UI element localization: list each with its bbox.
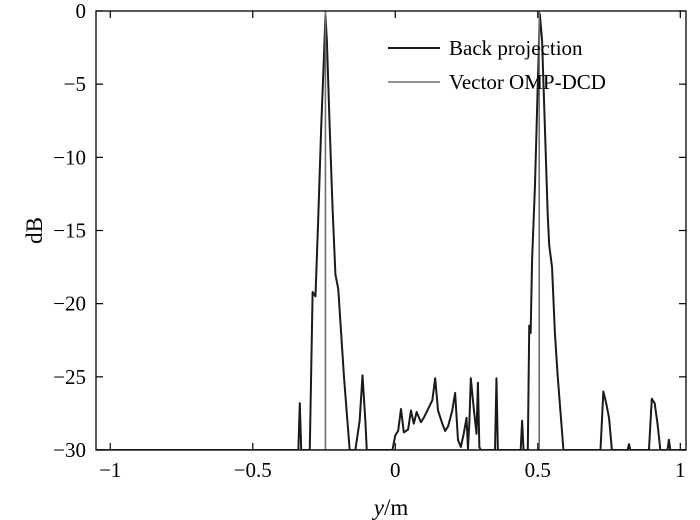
legend-label-1: Back projection [449,36,583,60]
x-tick-label: 1 [675,458,686,482]
y-tick-label: 0 [76,0,87,23]
x-tick-label: −1 [99,458,121,482]
x-axis-label-variable: y [372,495,385,520]
x-axis-label: y/m [372,495,409,520]
series-line-2 [96,10,686,450]
x-tick-label: 0 [390,458,401,482]
y-tick-label: −25 [53,365,86,389]
ticks-layer: −1 −0.5 0 0.5 1 0 −5 −10 −15 −20 −25 −30 [53,0,686,482]
x-tick-label: −0.5 [234,458,272,482]
y-tick-label: −10 [53,145,86,169]
y-tick-label: −15 [53,219,86,243]
series-layer [96,10,686,450]
y-axis-label: dB [22,217,47,244]
x-axis-label-unit: /m [384,495,408,520]
y-tick-label: −5 [64,72,86,96]
legend: Back projection Vector OMP-DCD [388,36,606,94]
x-tick-label: 0.5 [525,458,551,482]
legend-label-2: Vector OMP-DCD [449,70,606,94]
y-tick-label: −30 [53,438,86,462]
series-line-1 [96,12,686,450]
y-tick-label: −20 [53,292,86,316]
